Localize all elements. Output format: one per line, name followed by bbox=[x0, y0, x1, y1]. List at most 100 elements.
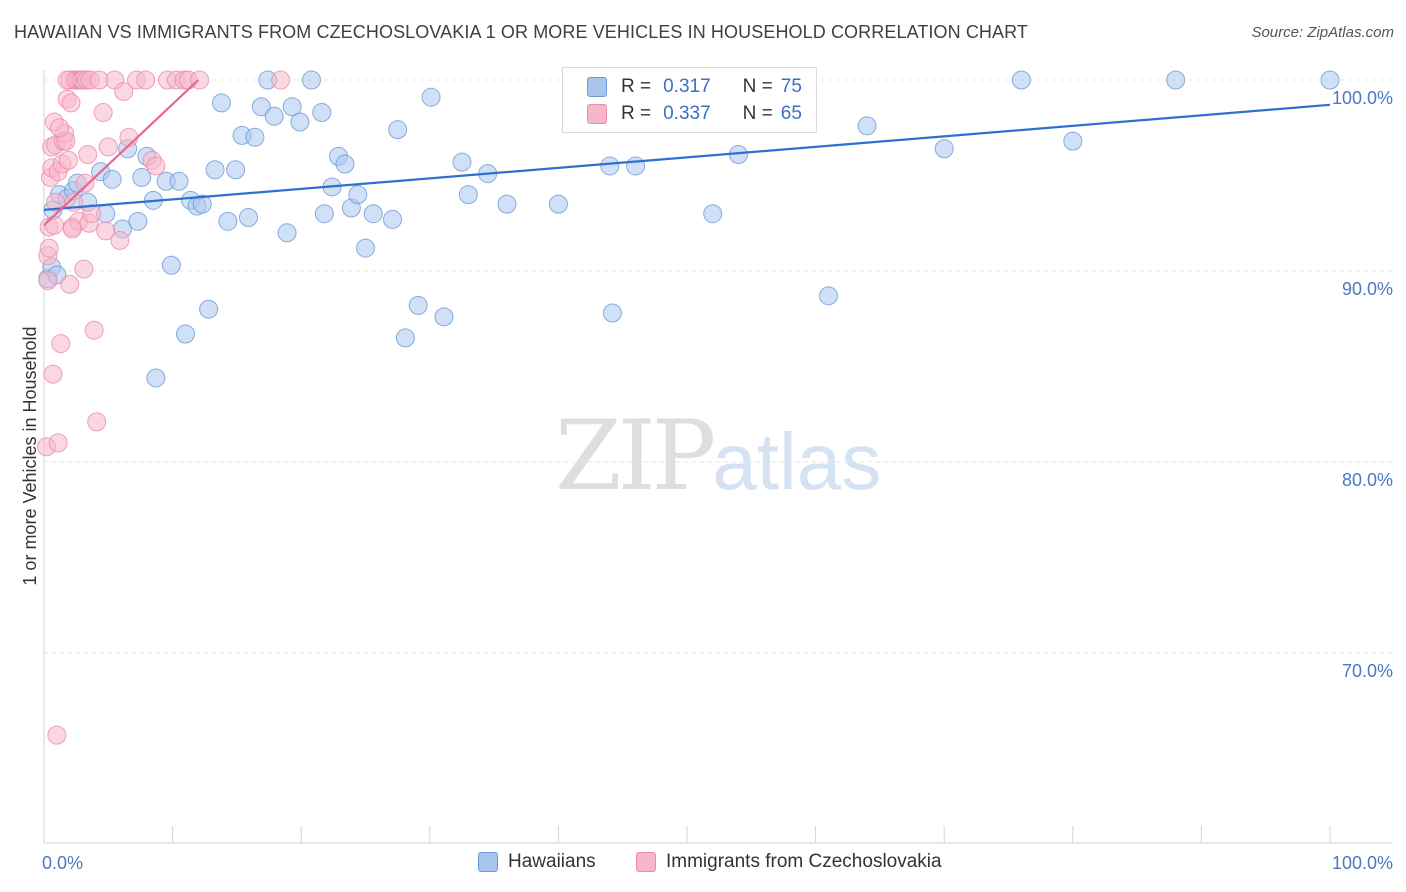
czechoslovakia-point bbox=[60, 274, 80, 294]
hawaiians-point bbox=[211, 93, 231, 113]
hawaiians-point bbox=[102, 169, 122, 189]
hawaiians-point bbox=[421, 87, 441, 107]
hawaiians-point bbox=[383, 209, 403, 229]
czechoslovakia-point bbox=[78, 144, 98, 164]
czechoslovakia-point bbox=[114, 81, 134, 101]
hawaiians-point bbox=[169, 171, 189, 191]
legend-item-hawaiians[interactable]: Hawaiians bbox=[478, 851, 596, 873]
czechoslovakia-point bbox=[44, 215, 64, 235]
hawaiians-point bbox=[452, 152, 472, 172]
hawaiians-point bbox=[602, 303, 622, 323]
gridlines bbox=[44, 79, 1392, 654]
hawaiians-point bbox=[1320, 70, 1340, 90]
hawaiians-point bbox=[395, 328, 415, 348]
hawaiians-point bbox=[251, 97, 271, 117]
czechoslovakia-point bbox=[46, 192, 66, 212]
hawaiians-point bbox=[282, 97, 302, 117]
legend-swatch-pink bbox=[636, 852, 656, 872]
hawaiians-point bbox=[703, 204, 723, 224]
hawaiians-point bbox=[388, 120, 408, 140]
czechoslovakia-point bbox=[61, 93, 81, 113]
hawaiians-point bbox=[818, 286, 838, 306]
hawaiians-point bbox=[175, 324, 195, 344]
hawaiians-point bbox=[458, 185, 478, 205]
hawaiians-point bbox=[205, 160, 225, 180]
chart-source: Source: ZipAtlas.com bbox=[1251, 24, 1394, 41]
n-label: N = bbox=[742, 103, 773, 124]
czechoslovakia-point bbox=[48, 433, 68, 453]
hawaiians-point bbox=[192, 194, 212, 214]
legend-swatch-blue bbox=[478, 852, 498, 872]
trend-lines bbox=[43, 79, 1331, 226]
hawaiians-point bbox=[408, 295, 428, 315]
legend-label-hawaiians: Hawaiians bbox=[508, 851, 596, 872]
czechoslovakia-point bbox=[96, 221, 116, 241]
czechoslovakia-point bbox=[271, 70, 291, 90]
legend-label-czechoslovakia: Immigrants from Czechoslovakia bbox=[666, 851, 942, 872]
hawaiians-point bbox=[600, 156, 620, 176]
hawaiians-point bbox=[301, 70, 321, 90]
y-tick-label: 100.0% bbox=[1332, 88, 1393, 108]
czechoslovakia-point bbox=[87, 412, 107, 432]
r-label: R = bbox=[621, 76, 652, 97]
r-label: R = bbox=[621, 103, 652, 124]
hawaiians-point bbox=[934, 139, 954, 159]
hawaiians-point bbox=[238, 208, 258, 228]
legend-swatch-pink bbox=[587, 104, 607, 124]
n-value: 65 bbox=[780, 103, 802, 124]
r-value: 0.317 bbox=[663, 76, 711, 97]
czechoslovakia-trend-line bbox=[43, 79, 200, 226]
r-value: 0.337 bbox=[663, 103, 711, 124]
stats-legend-row-czechoslovakia: R = 0.337 N = 65 bbox=[587, 102, 802, 126]
czechoslovakia-point bbox=[38, 271, 58, 291]
stats-legend: R = 0.317 N = 75 R = 0.337 N = 65 bbox=[562, 67, 817, 133]
hawaiians-point bbox=[226, 160, 246, 180]
x-tick-label: 100.0% bbox=[1332, 853, 1393, 873]
hawaiians-point bbox=[218, 211, 238, 231]
hawaiians-point bbox=[857, 116, 877, 136]
chart-title: HAWAIIAN VS IMMIGRANTS FROM CZECHOSLOVAK… bbox=[14, 22, 1029, 42]
legend-item-czechoslovakia[interactable]: Immigrants from Czechoslovakia bbox=[636, 851, 942, 873]
hawaiians-point bbox=[1166, 70, 1186, 90]
czechoslovakia-point bbox=[57, 70, 77, 90]
hawaiians-point bbox=[245, 127, 265, 147]
axes bbox=[43, 70, 1392, 844]
czechoslovakia-point bbox=[82, 204, 102, 224]
czechoslovakia-point bbox=[146, 156, 166, 176]
hawaiians-point bbox=[199, 299, 219, 319]
hawaiians-point bbox=[277, 223, 297, 243]
czechoslovakia-point bbox=[136, 70, 156, 90]
czechoslovakia-point bbox=[49, 118, 69, 138]
hawaiians-point bbox=[363, 204, 383, 224]
hawaiians-point bbox=[356, 238, 375, 258]
hawaiians-point bbox=[348, 185, 368, 205]
hawaiians-point bbox=[314, 204, 334, 224]
czechoslovakia-point bbox=[58, 150, 78, 170]
czechoslovakia-point bbox=[84, 320, 104, 340]
hawaiians-trend-line bbox=[43, 103, 1331, 211]
tick-labels: 100.0% 90.0% 80.0% 70.0% 0.0% 100.0% 1 or more… bbox=[20, 88, 1393, 873]
czechoslovakia-point bbox=[47, 725, 67, 745]
hawaiians-point bbox=[497, 194, 517, 214]
hawaiians-point bbox=[1011, 70, 1031, 90]
czechoslovakia-point bbox=[75, 173, 95, 193]
hawaiians-point bbox=[626, 156, 646, 176]
czechoslovakia-point bbox=[51, 334, 71, 354]
y-tick-label: 70.0% bbox=[1342, 661, 1393, 681]
hawaiians-point bbox=[128, 211, 148, 231]
czechoslovakia-point bbox=[93, 102, 113, 122]
czechoslovakia-point bbox=[43, 364, 63, 384]
czechoslovakia-point bbox=[39, 238, 59, 258]
legend-swatch-blue bbox=[587, 77, 607, 97]
x-tick-label: 0.0% bbox=[42, 853, 83, 873]
czechoslovakia-point bbox=[110, 230, 130, 250]
czechoslovakia-point bbox=[190, 70, 210, 90]
hawaiians-point bbox=[1063, 131, 1083, 151]
hawaiians-point bbox=[290, 112, 310, 132]
czechoslovakia-point bbox=[119, 127, 139, 147]
y-axis-title: 1 or more Vehicles in Household bbox=[20, 326, 40, 585]
hawaiians-point bbox=[548, 194, 568, 214]
hawaiians-point bbox=[146, 368, 166, 388]
y-tick-label: 90.0% bbox=[1342, 279, 1393, 299]
